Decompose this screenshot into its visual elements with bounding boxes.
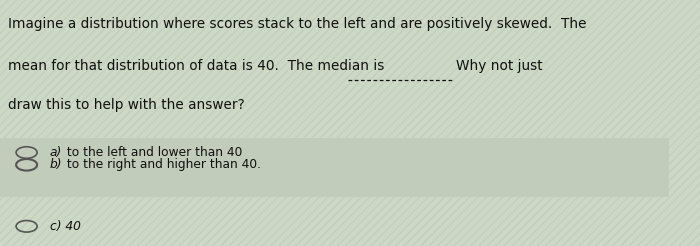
Bar (0, 138, 668, 197)
Text: to the left and lower than 40: to the left and lower than 40 (63, 146, 242, 159)
Text: Why not just: Why not just (456, 59, 543, 73)
Text: Imagine a distribution where scores stack to the left and are positively skewed.: Imagine a distribution where scores stac… (8, 17, 587, 31)
Text: mean for that distribution of data is 40.  The median is: mean for that distribution of data is 40… (8, 59, 385, 73)
Text: c) 40: c) 40 (50, 220, 80, 233)
Text: b): b) (50, 158, 62, 171)
Text: to the right and higher than 40.: to the right and higher than 40. (63, 158, 261, 171)
Text: draw this to help with the answer?: draw this to help with the answer? (8, 98, 245, 112)
Text: a): a) (50, 146, 62, 159)
